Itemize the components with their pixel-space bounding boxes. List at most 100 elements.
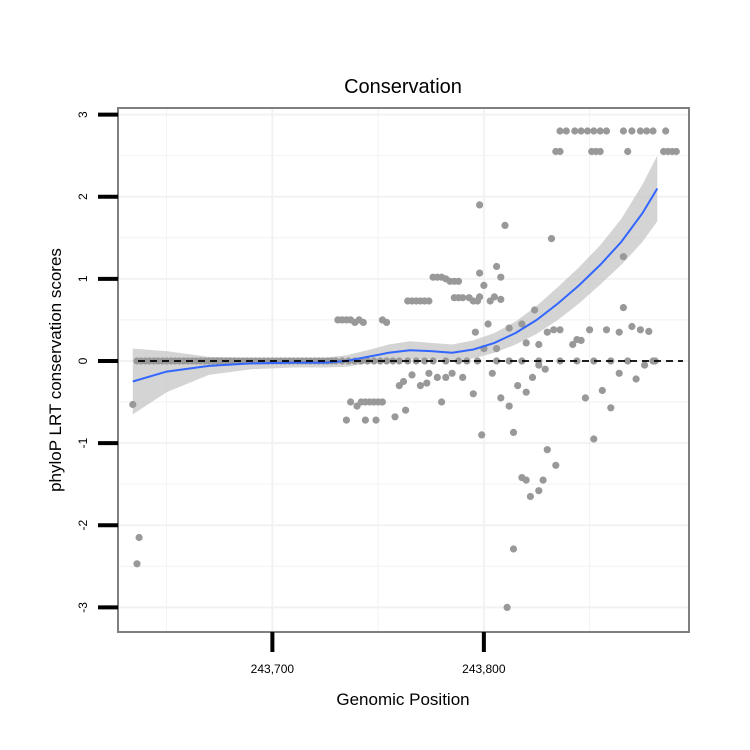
data-point [662,127,670,135]
data-point [133,560,141,568]
data-point [531,306,539,314]
data-point [497,273,505,281]
data-point [459,373,467,381]
data-point [619,127,628,135]
data-point [569,340,577,349]
data-point [448,369,456,377]
data-point [129,400,137,409]
data-point [535,361,543,369]
x-axis-title: Genomic Position [336,690,469,709]
data-point [528,373,537,381]
data-point [395,357,403,365]
data-point [402,406,410,414]
y-tick-label: -3 [76,602,90,613]
data-point [547,235,556,243]
data-point [543,328,551,336]
data-point [509,428,518,436]
data-point [514,382,522,390]
data-point [361,416,369,424]
y-tick-label: 2 [76,193,90,200]
data-point [615,328,623,336]
data-point [596,147,604,156]
data-point [383,318,391,326]
data-point [493,357,501,365]
data-point [632,375,640,383]
data-point [641,361,649,369]
data-point [476,269,484,277]
data-point [497,394,505,402]
data-point [541,365,549,373]
data-point [480,281,488,289]
data-point [505,324,513,332]
data-point [535,340,543,349]
data-point [550,326,558,334]
data-point [425,297,433,305]
data-point [577,336,585,344]
data-point [476,201,484,209]
data-point [378,398,386,406]
data-point [518,320,526,328]
data-point [518,357,526,365]
data-point [615,369,623,377]
grid-lines [118,108,689,632]
data-point [628,322,636,331]
data-point [416,382,424,390]
data-point [370,357,378,365]
data-point [493,262,501,271]
smooth-line-layer [132,187,659,383]
data-point [505,402,513,410]
data-point [581,394,590,402]
data-point [636,127,645,135]
data-point [522,339,530,347]
data-point [624,147,632,156]
data-point [484,320,492,328]
data-point [372,416,380,424]
data-point [602,127,611,135]
data-point [469,390,477,398]
data-point [476,293,484,301]
data-point [649,357,657,365]
data-point [586,326,594,334]
data-point [438,398,446,406]
data-point [636,326,645,334]
x-tick-label: 243,700 [251,662,295,676]
data-point [522,476,530,484]
data-point [607,404,615,412]
chart-title: Conservation [344,76,462,98]
data-point [645,327,653,335]
y-tick-label: -2 [76,520,90,531]
data-point [619,253,628,261]
data-point [342,416,350,424]
data-point [543,446,551,454]
data-point [552,461,560,469]
data-point [598,386,606,395]
y-axis-title: phyloP LRT conservation scores [46,248,65,492]
smooth-line [132,187,659,383]
data-point [478,431,486,439]
data-point [619,304,628,312]
data-point [408,371,416,379]
data-point [628,127,636,135]
data-point [590,435,598,443]
y-tick-label: 3 [76,111,90,118]
data-point [503,603,511,612]
data-point [497,295,505,303]
data-point [423,379,431,387]
data-point [490,293,498,301]
data-point [359,318,367,326]
data-point [649,127,657,135]
data-point [391,413,399,421]
data-point [556,326,564,334]
data-point [442,357,450,365]
panel-border [117,107,690,633]
data-point [433,373,441,381]
data-point [395,382,403,390]
data-point [556,147,564,156]
data-point [493,345,501,353]
data-point [459,294,467,302]
data-point [556,127,564,135]
data-point [501,221,509,229]
data-point [602,326,611,334]
y-tick-label: 0 [76,357,90,364]
